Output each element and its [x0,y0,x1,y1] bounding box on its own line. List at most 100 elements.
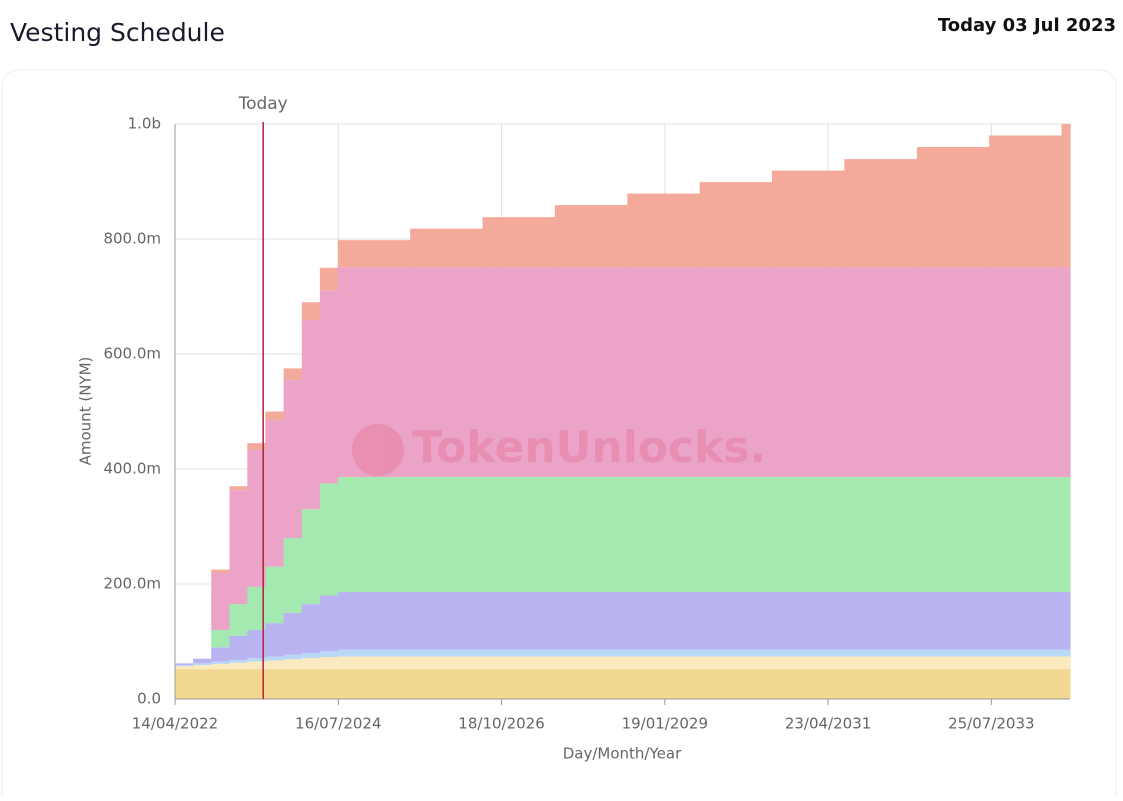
area-step [247,443,266,451]
y-axis-label: Amount (NYM) [77,357,95,466]
area-step [627,592,701,650]
area-step [265,411,285,421]
area-step [554,267,628,478]
area-step [301,320,321,510]
area-step [989,477,1063,593]
area-step [265,566,285,624]
area-step [319,290,339,484]
area-step [410,267,484,478]
y-tick-label: 800.0m [103,230,161,248]
area-step [916,477,990,593]
area-step [265,656,285,661]
area-step [1061,649,1071,657]
area-step [771,656,845,670]
area-step [844,649,918,657]
area-step [482,217,556,268]
area-step [301,653,321,659]
area-step [989,267,1063,478]
area-step [989,649,1063,657]
area-step [482,592,556,650]
area-step [699,656,773,670]
area-step [1061,477,1071,593]
area-step [1061,592,1071,650]
area-step [410,477,484,593]
area-step [175,669,194,699]
area-step [771,267,845,478]
area-step [554,592,628,650]
watermark: TokenUnlocks. [352,422,766,476]
area-step [410,656,484,670]
area-step [229,486,248,491]
area-step [627,193,701,268]
area-step [482,477,556,593]
area-step [337,592,411,650]
area-step [229,659,248,663]
area-step [554,649,628,657]
area-step [1061,656,1071,670]
x-tick-label: 19/01/2029 [622,715,708,733]
area-step [265,420,285,567]
area-step [211,669,231,699]
area-step [989,656,1063,670]
area-step [699,267,773,478]
area-step [319,595,339,652]
area-step [283,368,303,380]
area-step [916,267,990,478]
area-step [193,663,212,666]
area-step [211,661,231,664]
area-step [627,649,701,657]
area-step [410,649,484,657]
x-tick-label: 16/07/2024 [295,715,381,733]
area-step [989,592,1063,650]
area-step [627,656,701,670]
area-step [771,649,845,657]
watermark-icon [352,424,404,476]
area-step [337,656,411,670]
area-step [410,228,484,268]
watermark-text: TokenUnlocks. [412,422,766,473]
area-step [247,661,266,670]
area-step [844,656,918,670]
area-step [319,651,339,658]
area-step [554,205,628,268]
area-step [337,240,411,268]
today-date: Today 03 Jul 2023 [938,15,1116,36]
area-step [1061,669,1071,699]
area-step [916,649,990,657]
x-tick-label: 23/04/2031 [785,715,871,733]
area-step [771,669,845,699]
area-step [319,267,339,291]
area-step [229,669,248,699]
area-step [283,612,303,655]
area-step [283,379,303,538]
area-step [175,663,194,666]
area-step [916,656,990,670]
area-step [916,147,990,268]
area-step [410,592,484,650]
x-axis-label: Day/Month/Year [563,745,682,763]
area-step [247,450,266,587]
area-step [337,267,411,478]
area-step [175,665,194,667]
area-step [337,669,411,699]
area-step [229,662,248,670]
y-tick-label: 600.0m [103,345,161,363]
area-step [193,658,212,664]
area-step [283,654,303,660]
area-step [844,592,918,650]
area-step [175,666,194,670]
area-step [844,477,918,593]
area-step [247,586,266,630]
area-step [699,649,773,657]
area-step [482,656,556,670]
area-step [301,302,321,321]
area-step [989,135,1063,268]
area-step [482,669,556,699]
area-step [301,669,321,699]
area-step [410,669,484,699]
area-step [265,623,285,657]
area-step [916,592,990,650]
area-step [482,649,556,657]
area-step [699,669,773,699]
area-step [229,490,248,605]
